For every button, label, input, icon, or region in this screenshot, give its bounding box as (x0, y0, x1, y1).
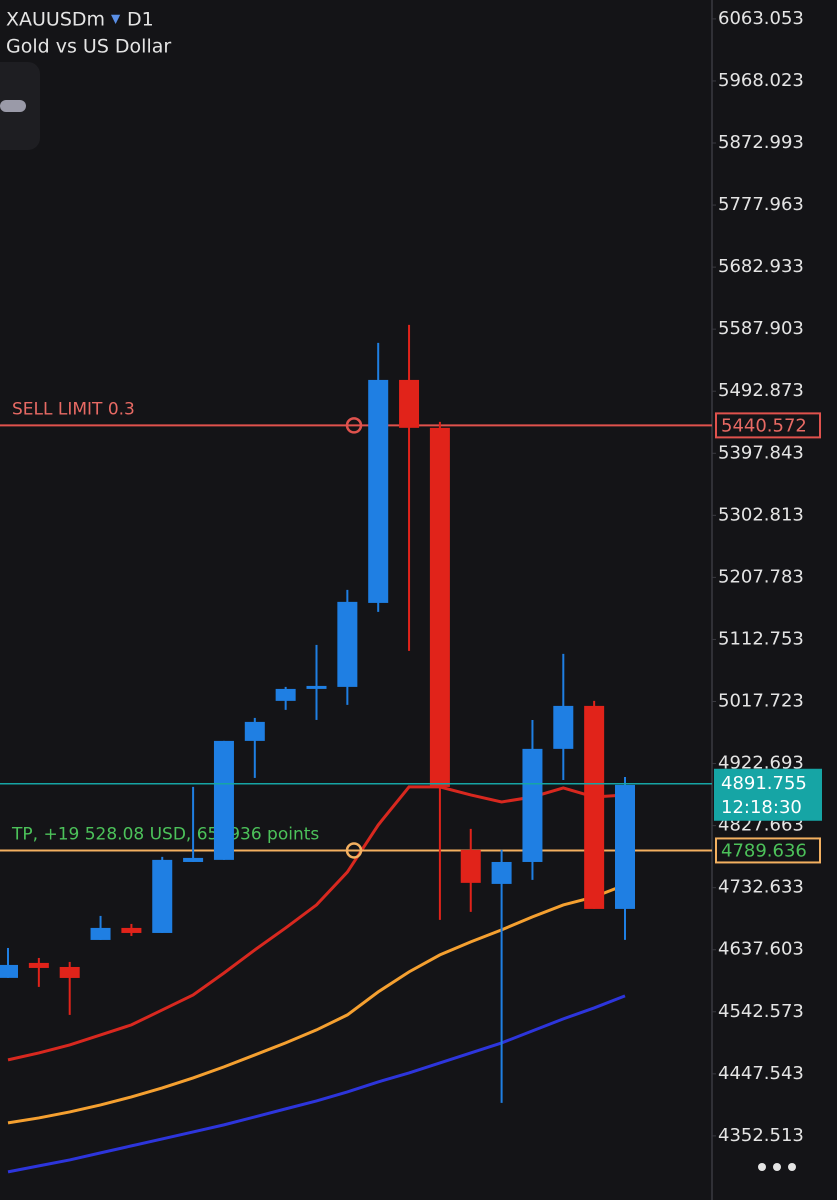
candle-body (399, 379, 420, 428)
candle-body (152, 859, 173, 933)
dot (758, 1163, 766, 1171)
price-line-label: SELL LIMIT 0.3 (12, 399, 135, 419)
candle-body (59, 966, 80, 978)
y-tick-label: 5302.813 (718, 504, 804, 525)
y-tick-label: 4922.693 (718, 753, 804, 774)
dot (788, 1163, 796, 1171)
candle-body (522, 748, 543, 862)
current-price-label: 4891.755 (721, 773, 807, 794)
y-tick-label: 5397.843 (718, 442, 804, 463)
y-tick-label: 6063.053 (718, 8, 804, 29)
candle-body (275, 688, 296, 701)
candle-body (213, 740, 234, 860)
moving-average (7, 883, 626, 1125)
price-box-label: 4789.636 (721, 840, 807, 861)
y-tick-label: 4732.633 (718, 877, 804, 898)
dropdown-arrow[interactable]: ▼ (111, 12, 121, 26)
bar-timer: 12:18:30 (721, 797, 802, 818)
candle-body (615, 784, 635, 909)
candle-body (429, 427, 450, 787)
price-box-label: 5440.572 (721, 415, 807, 436)
price-box (715, 412, 821, 439)
y-tick-label: 4637.603 (718, 939, 804, 960)
more-button[interactable] (758, 1163, 796, 1171)
y-tick-label: 5968.023 (718, 70, 804, 91)
price-line-label: TP, +19 528.08 USD, 650936 points (11, 824, 319, 844)
candle-body (244, 721, 265, 741)
order-handle (345, 842, 363, 859)
candle-body (553, 705, 574, 749)
candle-body (491, 861, 512, 884)
y-tick-label: 5587.903 (718, 318, 804, 339)
candle-body (460, 849, 481, 883)
plot-area: 6063.053 5968.023 5872.993 5777.963 5682.933… (0, 8, 822, 1174)
moving-average (7, 994, 626, 1174)
y-tick-label: 5777.963 (718, 194, 804, 215)
y-tick-label: 4352.513 (718, 1125, 804, 1146)
candle-body (306, 685, 327, 689)
moving-average (7, 785, 626, 1062)
candle-body (368, 379, 389, 603)
symbol: XAUUSDm (6, 9, 105, 31)
y-tick-label: 5492.873 (718, 380, 804, 401)
candle-body (183, 857, 204, 862)
side-button-icon (0, 100, 26, 112)
candle-body (337, 601, 358, 687)
dot (773, 1163, 781, 1171)
description: Gold vs US Dollar (6, 36, 171, 58)
y-tick-label: 5682.933 (718, 256, 804, 277)
y-tick-label: 4542.573 (718, 1001, 804, 1022)
candle-body (0, 964, 18, 978)
y-tick-label: 5207.783 (718, 566, 804, 587)
y-tick-label: 4447.543 (718, 1063, 804, 1084)
candle-body (28, 962, 49, 968)
price-box (715, 837, 821, 864)
candle-body (90, 927, 111, 940)
y-tick-label: 5872.993 (718, 132, 804, 153)
candle-body (584, 705, 605, 909)
current-price-box (714, 768, 822, 821)
y-tick-label: 5112.753 (718, 628, 804, 649)
y-tick-label: 5017.723 (718, 691, 804, 712)
timeframe[interactable]: D1 (127, 9, 154, 31)
order-handle (345, 417, 363, 434)
candle-body (121, 927, 142, 933)
